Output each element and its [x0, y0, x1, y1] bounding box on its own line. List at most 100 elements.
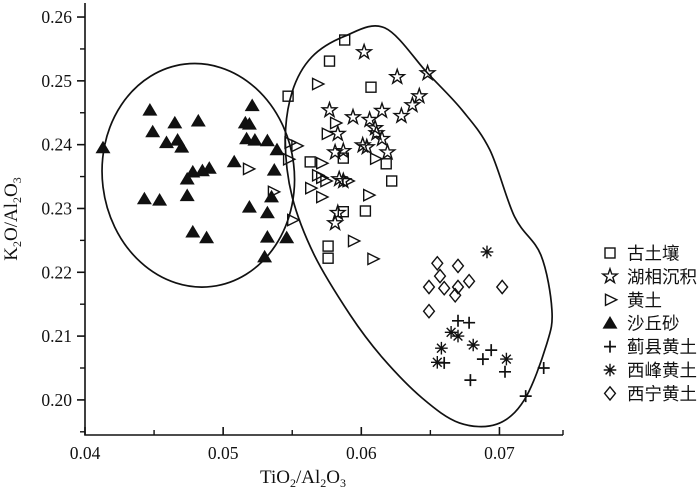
square-glyph: [604, 247, 616, 259]
point-paleosol: [304, 156, 316, 168]
asterisk-glyph: [480, 245, 494, 259]
triangle-up-glyph: [259, 230, 275, 243]
triangle-up-glyph: [266, 163, 282, 176]
star-glyph: [600, 266, 620, 285]
star-glyph: [372, 129, 392, 147]
square-glyph: [322, 240, 334, 252]
legend-item-xining-loess: 西宁黄土: [603, 385, 697, 405]
legend-label-lacustrine: 湖相沉积: [627, 268, 697, 288]
diamond-glyph: [422, 303, 436, 319]
point-loess: [347, 234, 362, 248]
triangle-right-glyph: [342, 174, 356, 188]
x-axis-title: TiO2/Al2O3: [260, 467, 346, 490]
legend-label-jixian-loess: 蓟县黄土: [627, 338, 697, 358]
triangle-up-glyph: [264, 189, 279, 203]
plus-glyph: [463, 316, 476, 329]
square-glyph: [380, 158, 392, 170]
y-tick-label: 0.25: [41, 71, 72, 91]
y-tick-label: 0.20: [41, 390, 72, 410]
point-lacustrine: [372, 129, 392, 147]
diamond-glyph: [433, 268, 447, 284]
series-xining-loess: [422, 255, 509, 319]
y-axis-title: K2O/Al2O3: [1, 177, 24, 261]
diamond-glyph: [462, 273, 476, 289]
point-loess: [369, 151, 384, 166]
point-loess: [316, 190, 330, 204]
point-paleosol: [322, 240, 334, 252]
point-loess: [342, 174, 356, 188]
point-dune-sand: [179, 171, 195, 185]
plus-glyph: [464, 374, 477, 387]
triangle-right-glyph: [329, 116, 344, 130]
point-dune-sand: [185, 224, 201, 238]
triangle-up-glyph: [152, 193, 168, 206]
triangle-up-glyph: [167, 115, 183, 129]
point-dune-sand: [244, 98, 260, 112]
legend-item-paleosol: 古土壤: [604, 245, 680, 265]
point-lacustrine: [343, 107, 363, 126]
point-loess: [287, 213, 301, 227]
point-paleosol: [359, 205, 372, 217]
triangle-up-glyph: [185, 224, 201, 238]
star-glyph: [418, 63, 437, 82]
asterisk-glyph: [430, 355, 444, 369]
series-loess: [242, 77, 384, 266]
cluster-ellipse-left: [101, 62, 296, 288]
square-glyph: [337, 205, 349, 218]
y-tick-label: 0.21: [41, 326, 72, 346]
asterisk-glyph: [500, 352, 513, 366]
point-jixian-loess: [485, 344, 498, 357]
point-xining-loess: [437, 280, 451, 296]
plus-glyph: [452, 314, 464, 327]
legend-label-xining-loess: 西宁黄土: [627, 385, 697, 405]
point-loess: [321, 127, 336, 141]
point-dune-sand: [145, 124, 161, 138]
point-dune-sand: [179, 188, 195, 202]
legend-label-loess: 黄土: [627, 291, 662, 311]
triangle-right-glyph: [604, 293, 619, 307]
point-dune-sand: [241, 117, 257, 130]
square-glyph: [365, 81, 377, 93]
point-xining-loess: [448, 287, 462, 304]
triangle-right-glyph: [369, 151, 384, 166]
triangle-right-glyph: [311, 77, 326, 91]
point-dune-sand: [279, 230, 295, 244]
point-lacustrine: [354, 42, 374, 61]
point-jixian-loess: [537, 362, 550, 374]
asterisk-glyph: [444, 325, 458, 339]
legend-marker-triangle-right: [604, 293, 619, 307]
star-glyph: [325, 142, 345, 161]
point-loess: [291, 139, 305, 153]
triangle-right-glyph: [242, 162, 257, 176]
legend-marker-plus: [604, 340, 616, 353]
point-paleosol: [380, 158, 392, 170]
legend-item-loess: 黄土: [604, 291, 662, 311]
point-lacustrine: [410, 86, 429, 105]
point-xining-loess: [462, 273, 476, 289]
triangle-up-glyph: [142, 103, 158, 116]
triangle-right-glyph: [347, 234, 362, 248]
triangle-up-glyph: [159, 135, 174, 149]
point-loess: [316, 156, 330, 170]
point-jixian-loess: [463, 316, 476, 329]
plus-glyph: [476, 353, 489, 366]
point-dune-sand: [257, 249, 273, 263]
star-glyph: [403, 95, 422, 114]
triangle-up-glyph: [602, 316, 618, 329]
point-lacustrine: [357, 137, 377, 156]
point-jixian-loess: [499, 365, 511, 378]
point-dune-sand: [142, 103, 158, 116]
point-dune-sand: [194, 163, 210, 177]
triangle-up-glyph: [179, 188, 195, 202]
point-loess: [282, 152, 297, 167]
asterisk-glyph: [603, 363, 617, 377]
point-loess: [320, 174, 334, 188]
square-glyph: [304, 156, 316, 168]
x-tick-label: 0.07: [484, 443, 515, 463]
star-glyph: [387, 67, 407, 85]
triangle-right-glyph: [291, 139, 305, 153]
